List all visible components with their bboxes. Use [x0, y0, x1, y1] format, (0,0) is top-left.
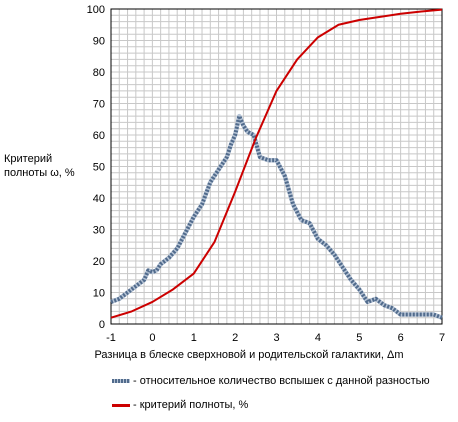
legend-label-frequency: - относительное количество вспышек с дан…	[133, 375, 430, 387]
y-tick-label: 80	[93, 67, 105, 79]
y-tick-label: 70	[93, 99, 105, 111]
x-tick-label: 1	[191, 332, 197, 344]
x-tick-label: 3	[273, 332, 279, 344]
legend: - относительное количество вспышек с дан…	[112, 374, 430, 422]
y-tick-label: 60	[93, 130, 105, 142]
chart-series	[110, 8, 443, 320]
x-tick-label: -1	[106, 332, 116, 344]
y-axis-label-line1: Критерий	[4, 153, 53, 165]
plot-frame	[110, 8, 443, 325]
x-tick-label: 6	[398, 332, 404, 344]
y-tick-label: 0	[99, 319, 105, 331]
legend-swatch-completeness	[112, 403, 130, 407]
chart-axes	[110, 8, 443, 325]
x-tick-label: 4	[315, 332, 321, 344]
y-tick-label: 20	[93, 256, 105, 268]
x-tick-label: 5	[356, 332, 362, 344]
legend-item-frequency: - относительное количество вспышек с дан…	[112, 374, 430, 388]
y-tick-label: 10	[93, 288, 105, 300]
y-tick-label: 40	[93, 193, 105, 205]
y-tick-label: 90	[93, 36, 105, 48]
y-axis-label: Критерий полноты ω, %	[4, 152, 75, 180]
legend-item-completeness: - критерий полноты, %	[112, 398, 430, 412]
y-axis-label-line2: полноты ω, %	[4, 167, 75, 179]
legend-label-completeness: - критерий полноты, %	[133, 399, 249, 411]
y-tick-label: 30	[93, 225, 105, 237]
series-line-completeness	[110, 8, 443, 319]
y-tick-label: 100	[87, 4, 105, 16]
series-line-frequency	[110, 114, 443, 320]
x-axis-label: Разница в блеске сверхновой и родительск…	[94, 349, 404, 361]
x-tick-label: 2	[232, 332, 238, 344]
chart-grid	[110, 8, 443, 325]
y-tick-label: 50	[93, 162, 105, 174]
legend-swatch-frequency	[112, 379, 130, 383]
x-tick-label: 0	[149, 332, 155, 344]
x-tick-label: 7	[439, 332, 445, 344]
